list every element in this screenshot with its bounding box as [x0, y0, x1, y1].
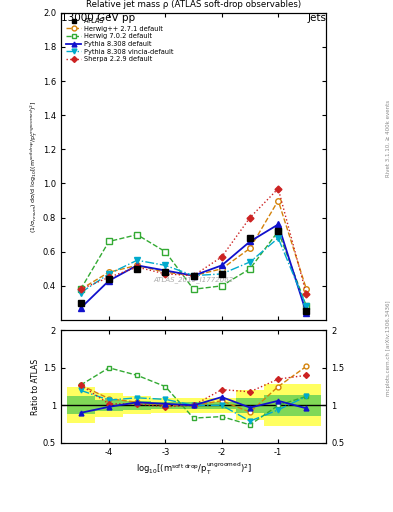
X-axis label: $\mathrm{log_{10}[(m^{soft\ drop}/p_T^{ungroomed})^2]}$: $\mathrm{log_{10}[(m^{soft\ drop}/p_T^{u… [136, 461, 252, 477]
Y-axis label: (1/σ$_{resum}$) dσ/d log$_{10}$[(m$^{soft drop}$/p$_T^{ungroomed}$)$^2$]: (1/σ$_{resum}$) dσ/d log$_{10}$[(m$^{sof… [29, 100, 40, 232]
Text: Jets: Jets [307, 13, 326, 23]
Text: ATLAS_2019_I1772062: ATLAS_2019_I1772062 [153, 276, 234, 283]
Text: Rivet 3.1.10, ≥ 400k events: Rivet 3.1.10, ≥ 400k events [386, 100, 391, 177]
Y-axis label: Ratio to ATLAS: Ratio to ATLAS [31, 358, 40, 415]
Title: Relative jet mass ρ (ATLAS soft-drop observables): Relative jet mass ρ (ATLAS soft-drop obs… [86, 0, 301, 9]
Text: mcplots.cern.ch [arXiv:1306.3436]: mcplots.cern.ch [arXiv:1306.3436] [386, 301, 391, 396]
Text: 13000 GeV pp: 13000 GeV pp [61, 13, 135, 23]
Legend: ATLAS, Herwig++ 2.7.1 default, Herwig 7.0.2 default, Pythia 8.308 default, Pythi: ATLAS, Herwig++ 2.7.1 default, Herwig 7.… [64, 16, 175, 65]
